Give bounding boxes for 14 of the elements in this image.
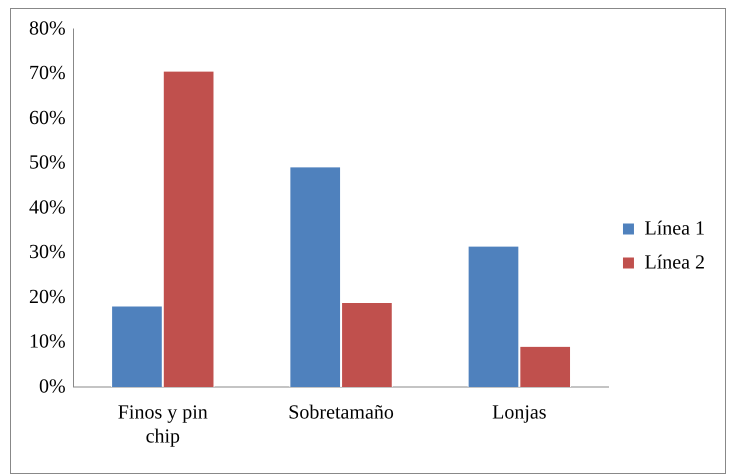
y-tick-label: 0%	[38, 375, 66, 398]
y-tick-label: 40%	[28, 196, 66, 218]
y-tick-label: 10%	[28, 330, 66, 352]
y-tick-label: 80%	[28, 17, 66, 40]
y-tick-label: 30%	[28, 241, 66, 263]
legend-label: Línea 1	[644, 217, 706, 240]
y-tick-label: 70%	[28, 62, 66, 84]
y-tick-label: 50%	[28, 152, 66, 174]
y-tick-label: 60%	[28, 106, 66, 129]
y-tick-label: 20%	[28, 286, 66, 308]
legend-label: Línea 2	[644, 251, 706, 274]
x-tick-label: Sobretamaño	[288, 401, 394, 424]
x-tick-label: Finos y pin chip	[118, 401, 208, 448]
x-tick-label: Lonjas	[492, 401, 547, 424]
